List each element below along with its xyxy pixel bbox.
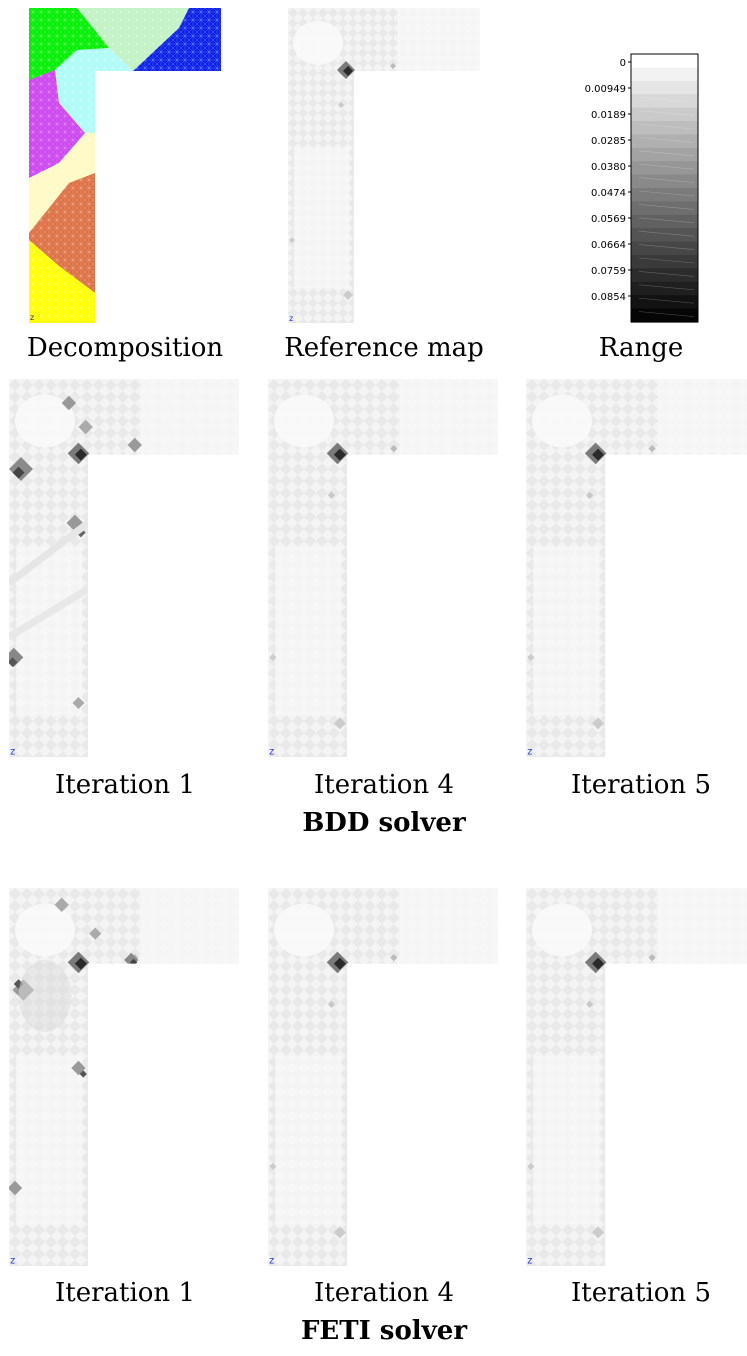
error-hotspot [74, 448, 87, 461]
bdd-caption-iteration-5: Iteration 5 [570, 770, 711, 800]
axis-marker-z: z [30, 313, 34, 322]
error-hotspot [527, 1162, 535, 1170]
error-hotspot [124, 952, 139, 968]
range-band [631, 255, 698, 269]
range-band [631, 188, 698, 202]
decomposition-svg: z [29, 8, 221, 323]
range-band [631, 134, 698, 149]
range-band [631, 161, 698, 176]
error-hotspot [338, 102, 344, 108]
range-band [631, 201, 698, 216]
feti-caption-iteration-1: Iteration 1 [54, 1278, 195, 1308]
range-label: 0.0854 [591, 292, 626, 303]
range-band [631, 107, 698, 122]
caption-range: Range [598, 333, 684, 363]
range-band [631, 308, 698, 323]
range-band [631, 121, 698, 135]
error-hotspot [71, 1060, 86, 1076]
feti-iteration-5-svg: z [526, 888, 747, 1267]
feti-iteration-4-map: z [268, 888, 498, 1267]
range-colorbar: 0 0.00949 0.0189 0.0285 0.0380 0.0474 0.0569 0.… [578, 52, 703, 324]
caption-decomposition: Decomposition [26, 333, 224, 363]
decomposition-figure: z [29, 8, 221, 323]
reference-map-svg: z [288, 8, 480, 323]
error-hotspot [390, 63, 396, 69]
feti-solver-label: FETI solver [300, 1316, 468, 1346]
axis-marker-z: z [10, 747, 15, 758]
range-band [631, 67, 698, 82]
bdd-iteration-1-map: z [9, 379, 239, 758]
error-hotspot [66, 514, 84, 532]
error-hotspot [333, 1226, 346, 1239]
error-hotspot [127, 437, 142, 453]
error-hotspot [333, 717, 346, 730]
range-label: 0.0380 [591, 162, 626, 173]
range-label: 0.0569 [591, 214, 626, 225]
axis-marker-z: z [269, 1256, 274, 1267]
error-hotspot [343, 290, 353, 300]
range-band [631, 268, 698, 283]
axis-marker-z: z [527, 1256, 532, 1267]
bdd-iteration-1-svg: z [9, 379, 239, 758]
range-label: 0.0759 [591, 266, 626, 277]
bdd-iteration-5-map: z [526, 379, 747, 758]
range-band [631, 80, 698, 95]
feti-iteration-5-map: z [526, 888, 747, 1267]
axis-marker-z: z [289, 314, 293, 323]
error-hotspot [9, 1180, 23, 1196]
axis-marker-z: z [527, 747, 532, 758]
bdd-iteration-4-svg: z [268, 379, 498, 758]
error-hotspot [343, 66, 353, 76]
bdd-caption-iteration-4: Iteration 4 [313, 770, 454, 800]
error-hotspot [289, 237, 295, 243]
feti-iteration-1-map: z [9, 888, 239, 1267]
range-label: 0.0189 [591, 110, 626, 121]
range-band [631, 228, 698, 243]
range-band [631, 241, 698, 256]
range-label: 0.0474 [591, 188, 626, 199]
bdd-iteration-5-svg: z [526, 379, 747, 758]
error-hotspot [72, 697, 85, 709]
axis-marker-z: z [10, 1256, 15, 1267]
range-label: 0.00949 [585, 84, 626, 95]
reference-map-figure: z [288, 8, 480, 323]
error-hotspot [78, 419, 93, 435]
range-label: 0.0664 [591, 240, 626, 251]
error-hotspot [74, 957, 87, 970]
range-band [631, 147, 698, 162]
bdd-caption-iteration-1: Iteration 1 [54, 770, 195, 800]
range-label: 0.0285 [591, 136, 626, 147]
caption-reference-map: Reference map [284, 333, 484, 363]
feti-caption-iteration-5: Iteration 5 [570, 1278, 711, 1308]
bdd-iteration-4-map: z [268, 379, 498, 758]
range-band [631, 281, 698, 296]
feti-iteration-1-svg: z [9, 888, 239, 1267]
axis-marker-z: z [269, 747, 274, 758]
range-label: 0 [620, 58, 626, 69]
error-hotspot [89, 927, 102, 940]
range-band [631, 295, 698, 310]
range-band [631, 94, 698, 109]
error-hotspot [333, 957, 346, 970]
bdd-solver-label: BDD solver [302, 808, 466, 838]
error-hotspot [12, 466, 25, 479]
error-hotspot [527, 653, 535, 661]
range-band [631, 174, 698, 189]
feti-caption-iteration-4: Iteration 4 [313, 1278, 454, 1308]
error-hotspot [61, 395, 77, 411]
range-colorbar-svg: 0 0.00949 0.0189 0.0285 0.0380 0.0474 0.0569 0.… [585, 53, 699, 323]
range-band [631, 214, 698, 229]
error-hotspot [269, 1162, 277, 1170]
feti-iteration-4-svg: z [268, 888, 498, 1267]
range-band [631, 54, 698, 68]
